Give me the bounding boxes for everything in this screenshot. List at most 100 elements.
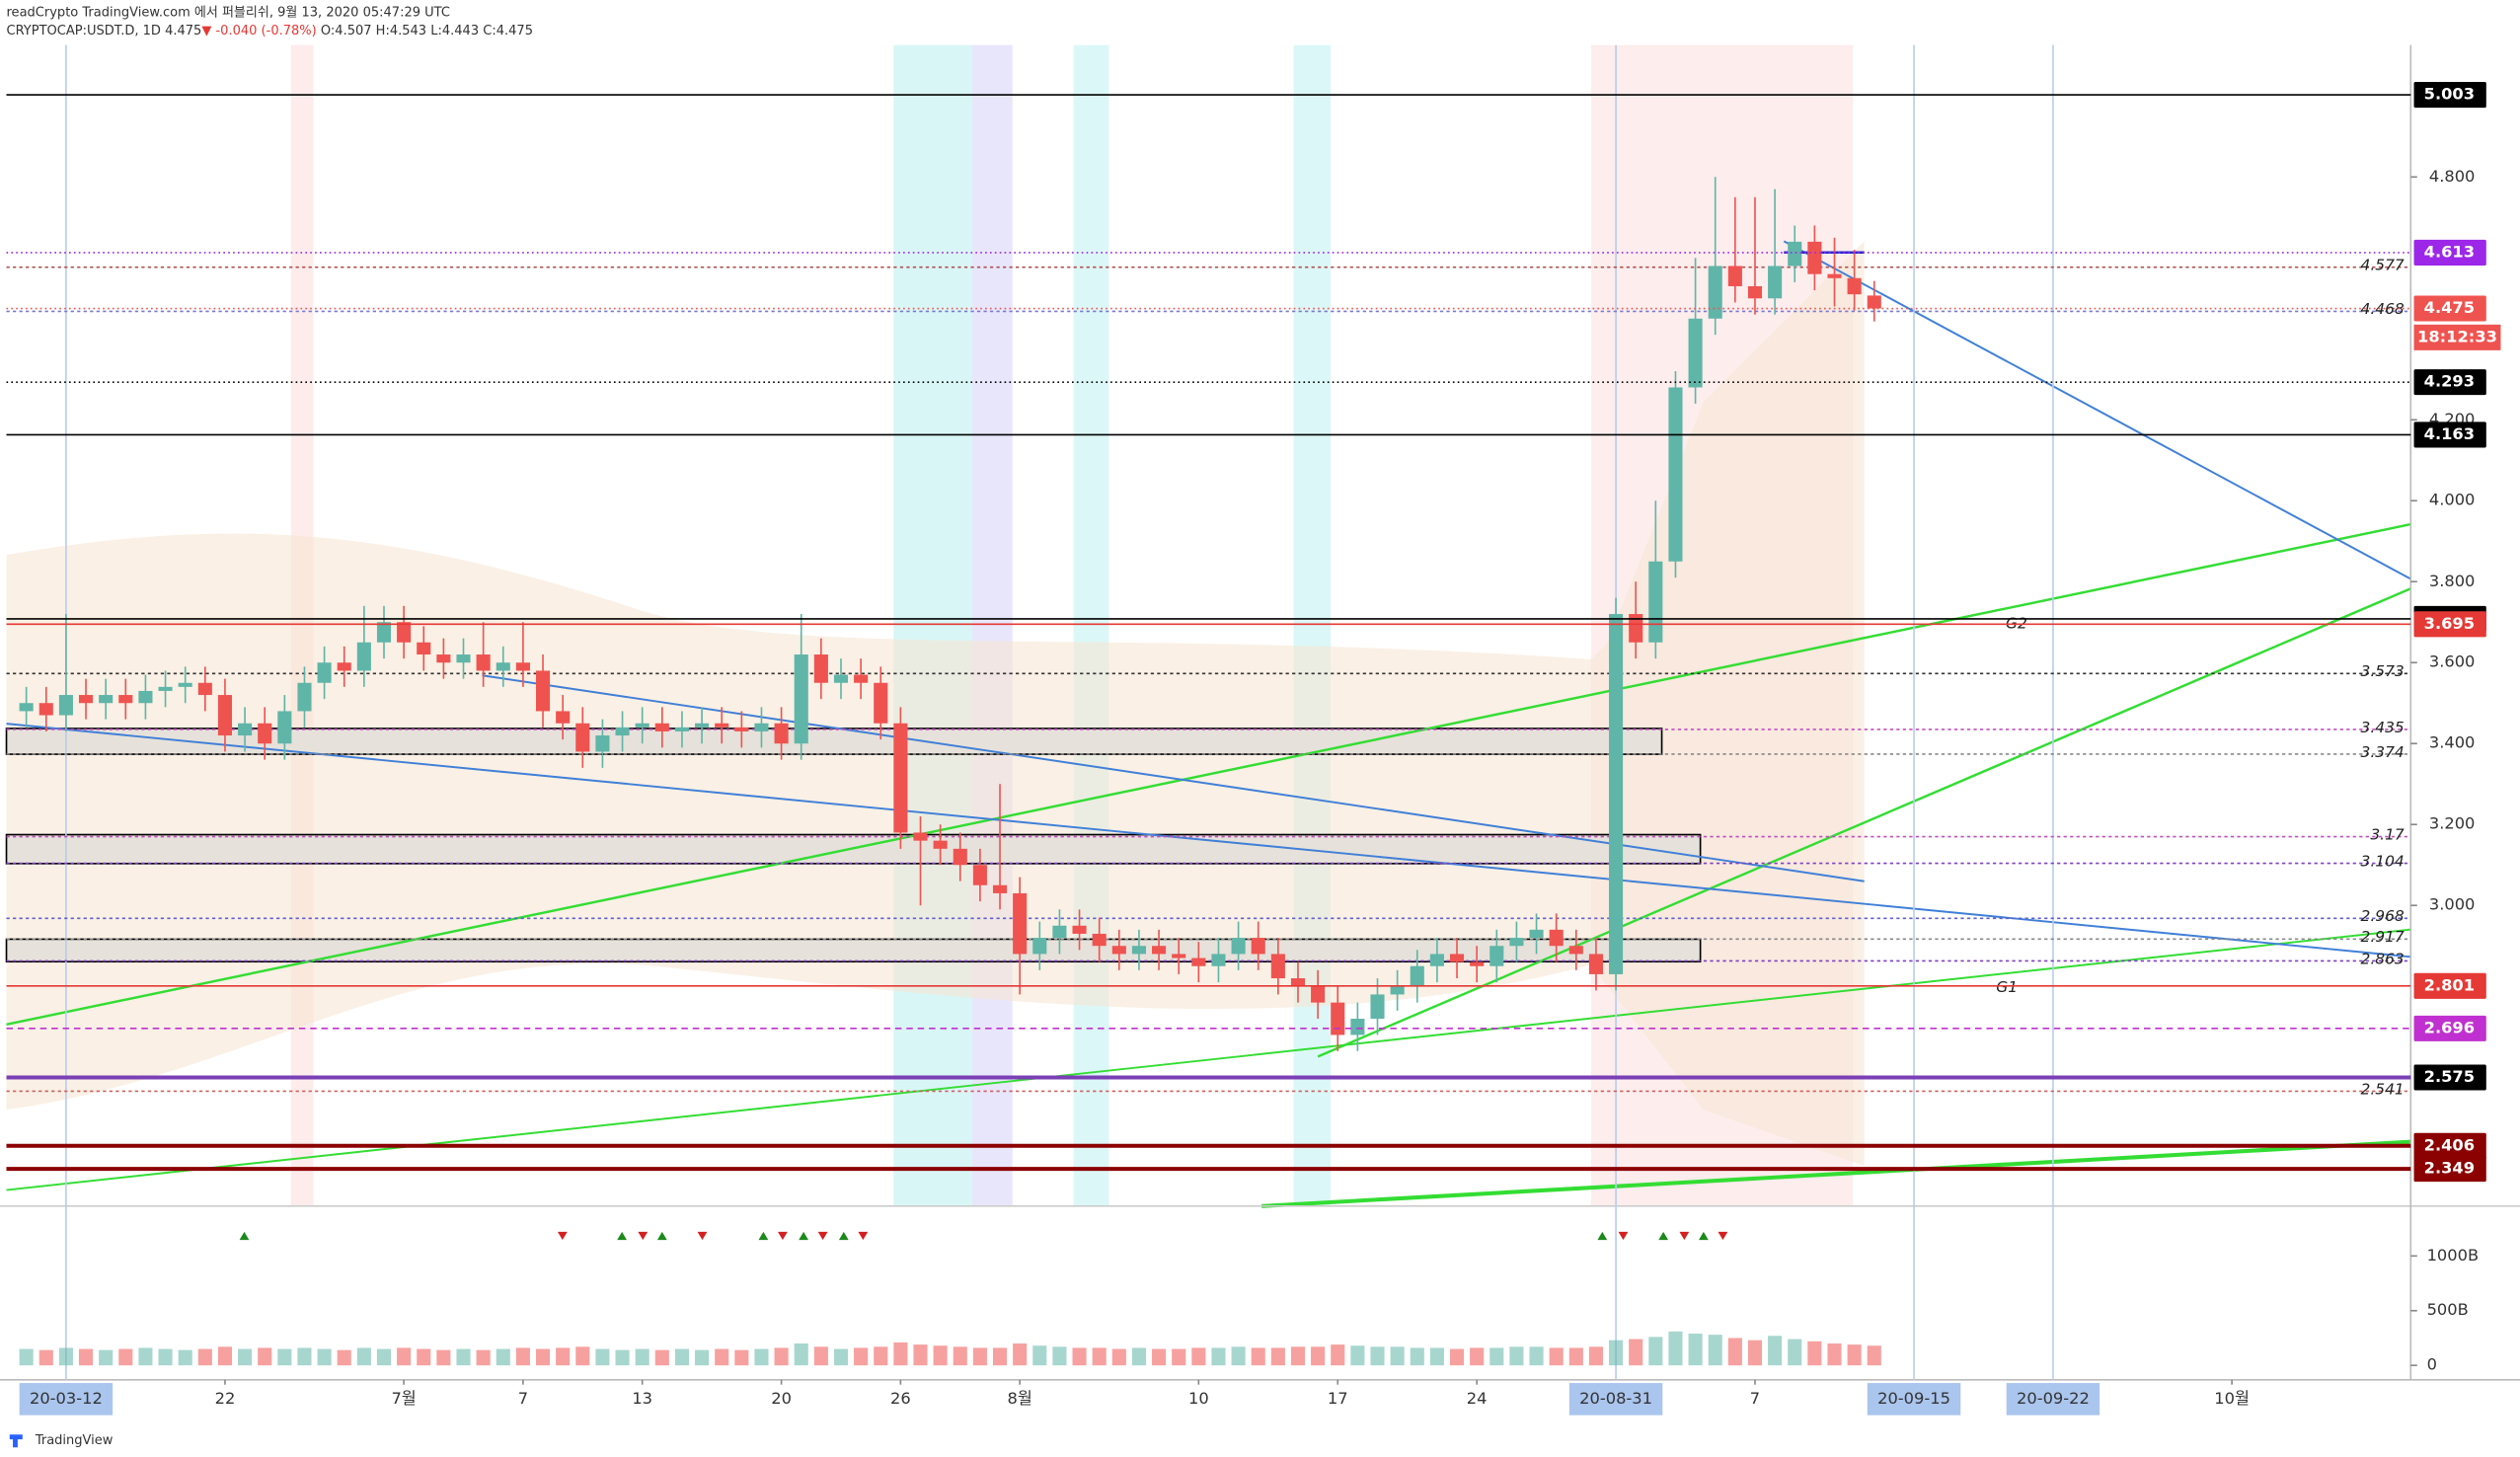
candle-body <box>1211 954 1226 966</box>
volume-bar <box>317 1348 332 1366</box>
candle-body <box>893 723 908 833</box>
volume-bar <box>1131 1347 1146 1366</box>
volume-bar <box>1807 1341 1822 1366</box>
volume-bar <box>1629 1339 1643 1366</box>
volume-bar <box>78 1348 94 1366</box>
volume-bar <box>1331 1344 1345 1366</box>
y-tick-label: 3.000 <box>2429 895 2476 914</box>
volume-bar <box>913 1344 928 1366</box>
volume-bar <box>1867 1345 1881 1366</box>
x-tick-label: 7 <box>518 1389 528 1408</box>
candle-body <box>734 727 749 731</box>
volume-bar <box>1588 1346 1603 1366</box>
candle-body <box>1331 1002 1345 1035</box>
candle-body <box>913 832 928 841</box>
candle-body <box>1290 978 1306 987</box>
volume-bar <box>1370 1346 1385 1366</box>
volume-bar <box>1648 1337 1663 1366</box>
candle-body <box>515 662 530 671</box>
candle-body <box>78 695 94 704</box>
volume-bar <box>238 1348 253 1366</box>
candle-body <box>794 654 808 744</box>
price-tag <box>2413 239 2486 266</box>
candle-body <box>238 723 253 736</box>
x-tick-highlight <box>1568 1383 1663 1416</box>
price-tag <box>2413 972 2486 999</box>
candle-body <box>476 654 491 671</box>
volume-bar <box>1568 1347 1583 1366</box>
cloud <box>6 241 1865 1167</box>
volume-bar <box>1191 1347 1206 1366</box>
volume-bar <box>1429 1347 1444 1366</box>
volume-bar <box>1211 1347 1226 1366</box>
volume-bar <box>1072 1347 1087 1366</box>
price-tag-label: 4.613 <box>2424 242 2475 261</box>
candle-body <box>535 670 551 712</box>
candle-body <box>874 682 888 724</box>
candle-body <box>953 848 967 866</box>
volume-bar <box>1847 1344 1862 1366</box>
price-tag <box>2413 611 2486 638</box>
volume-bar <box>1668 1331 1683 1366</box>
band <box>972 44 1013 1206</box>
candle-body <box>854 674 869 683</box>
candle-body <box>1013 892 1028 955</box>
volume-tick-label: 500B <box>2427 1300 2469 1319</box>
volume-bar <box>258 1347 272 1366</box>
footer: TradingView <box>35 1433 114 1448</box>
volume-bar <box>1270 1347 1285 1366</box>
candle-body <box>1350 1019 1365 1035</box>
volume-bar <box>456 1348 471 1366</box>
volume-bar <box>397 1347 412 1366</box>
x-tick-label: 20 <box>771 1389 792 1408</box>
shading <box>6 44 1865 1206</box>
volume-bar <box>1013 1343 1028 1366</box>
level-label: 3.374 <box>2360 743 2404 761</box>
candle-body <box>1131 946 1146 955</box>
volume-bar <box>1609 1340 1624 1366</box>
level-label: 3.104 <box>2360 852 2404 870</box>
price-tag <box>2413 295 2486 322</box>
candle-body <box>754 723 769 731</box>
price-tag <box>2413 1015 2486 1041</box>
candle-body <box>1390 986 1405 995</box>
candle-body <box>1747 285 1763 299</box>
candle-body <box>833 674 849 683</box>
trend-line <box>1261 1139 2411 1208</box>
x-tick-label: 7 <box>1750 1389 1760 1408</box>
y-tick-label: 3.800 <box>2429 572 2476 590</box>
x-tick-label: 20-03-12 <box>30 1389 103 1408</box>
candle-body <box>1827 273 1842 278</box>
candle-body <box>1032 938 1047 955</box>
trend-line <box>1783 240 2411 580</box>
price-tag-label: 2.696 <box>2424 1018 2475 1036</box>
volume-bar <box>1152 1348 1167 1366</box>
price-tag <box>2413 1132 2486 1159</box>
volume-bar <box>1449 1348 1465 1366</box>
annotation: G1 <box>1996 978 2018 996</box>
candle-body <box>1489 946 1504 966</box>
volume-bar <box>1768 1336 1783 1366</box>
volume-bar <box>118 1348 133 1366</box>
volume-bar <box>595 1348 610 1366</box>
price-tag <box>2413 82 2486 109</box>
volume-bar <box>1350 1345 1365 1366</box>
y-tick-label: 3.400 <box>2429 733 2476 752</box>
x-tick-highlight <box>19 1383 114 1416</box>
volume-bar <box>734 1349 749 1366</box>
candle-body <box>1410 965 1424 987</box>
trend-line <box>6 522 2411 1026</box>
volume-bar <box>1172 1348 1186 1366</box>
candle-body <box>615 727 630 736</box>
y-tick-label: 4.800 <box>2429 167 2476 186</box>
volume-bar <box>1032 1345 1047 1366</box>
candle-body <box>1867 295 1881 309</box>
volume-bar <box>297 1347 312 1366</box>
y-tick-label: 3.600 <box>2429 652 2476 671</box>
countdown: 18:12:33 <box>2417 327 2497 345</box>
volume-bar <box>1290 1346 1306 1366</box>
trend-line <box>482 674 1865 882</box>
volume-bar <box>874 1346 888 1366</box>
candle-body <box>933 840 948 849</box>
candle-body <box>356 642 371 671</box>
